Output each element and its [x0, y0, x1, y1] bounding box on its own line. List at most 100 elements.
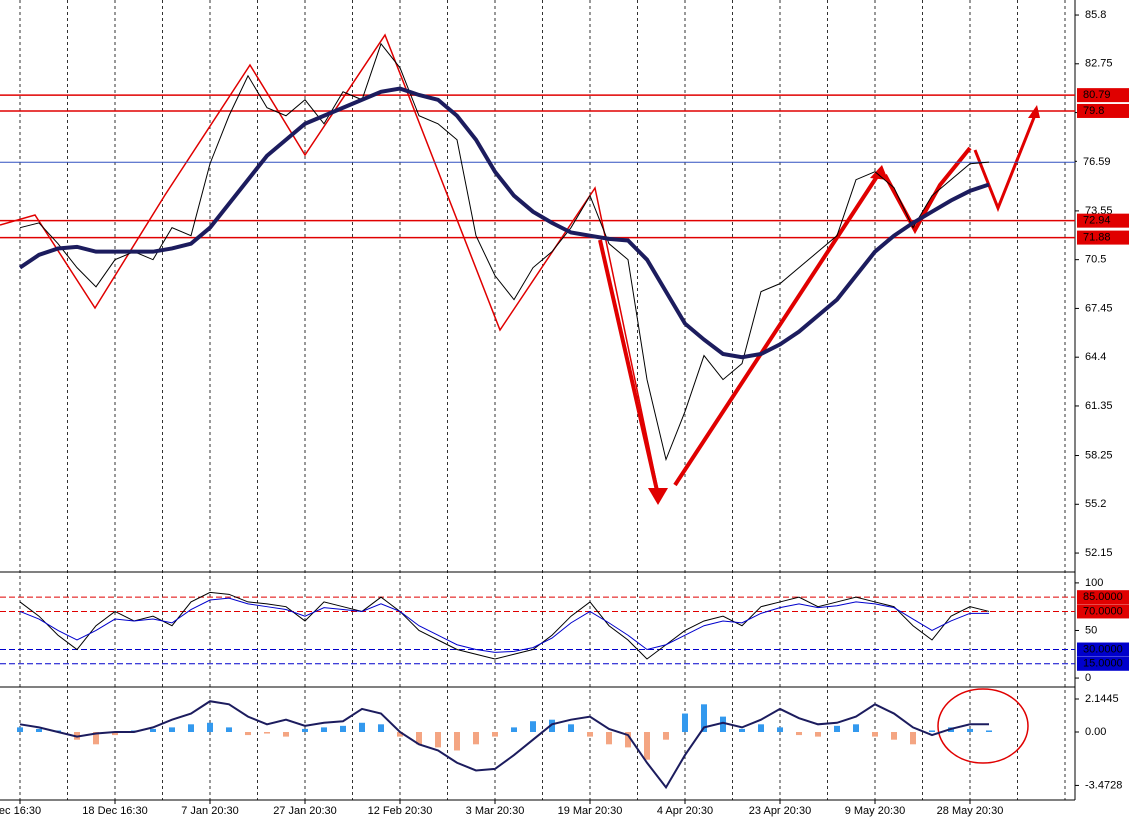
histogram-bar [587, 732, 593, 737]
histogram-bar [169, 727, 175, 732]
histogram-bar [777, 727, 783, 732]
level-label: 80.79 [1083, 89, 1111, 101]
level-label-bg [1077, 155, 1129, 170]
histogram-bar [93, 732, 99, 745]
level-label: 85.0000 [1083, 591, 1123, 603]
histogram-bar [397, 732, 403, 737]
histogram-bar [986, 730, 992, 732]
level-label-bg [1077, 604, 1129, 619]
histogram-bar [568, 724, 574, 732]
y-tick-label: 55.2 [1085, 498, 1106, 510]
histogram-bar [739, 728, 745, 732]
level-label: 79.8 [1083, 105, 1104, 117]
series-line [19, 591, 990, 660]
histogram-bar [340, 725, 346, 732]
level-label-bg [1077, 656, 1129, 671]
x-tick-label: 12 Feb 20:30 [368, 805, 433, 817]
y-tick-label: 58.25 [1085, 449, 1113, 461]
histogram-bar [283, 732, 289, 737]
y-tick-label: 52.15 [1085, 547, 1113, 559]
x-tick-label: ec 16:30 [0, 805, 41, 817]
histogram-bar [967, 728, 973, 732]
y-tick-label: 50 [1085, 624, 1097, 636]
histogram-bar [473, 732, 479, 745]
x-tick-label: 18 Dec 16:30 [82, 805, 147, 817]
histogram-bar [245, 732, 251, 736]
histogram-bar [834, 725, 840, 732]
y-tick-label: 61.35 [1085, 400, 1113, 412]
histogram-bar [796, 732, 802, 736]
y-tick-label: 0 [1085, 672, 1091, 684]
y-tick-label: 82.75 [1085, 58, 1113, 70]
histogram-bar [720, 716, 726, 732]
series-line [19, 597, 989, 653]
histogram-bar [188, 724, 194, 732]
y-tick-label: 100 [1085, 577, 1103, 589]
histogram-bar [454, 732, 460, 751]
series-line [19, 700, 989, 790]
histogram-bar [853, 724, 859, 732]
histogram-bar [321, 727, 327, 732]
y-tick-label: 85.8 [1085, 9, 1106, 21]
histogram-bar [302, 728, 308, 732]
histogram-bar [872, 732, 878, 737]
histogram-bar [815, 732, 821, 737]
histogram-bar [359, 722, 365, 732]
histogram-bar [492, 732, 498, 737]
level-label-bg [1077, 88, 1129, 103]
y-tick-label: 64.4 [1085, 351, 1106, 363]
level-label: 76.59 [1083, 156, 1111, 168]
histogram-bar [264, 732, 270, 734]
histogram-bar [644, 732, 650, 760]
histogram-bar [112, 732, 118, 736]
series-line [18, 86, 990, 360]
histogram-bar [549, 719, 555, 732]
y-tick-label: 70.5 [1085, 254, 1106, 266]
histogram-bar [758, 724, 764, 732]
x-tick-label: 3 Mar 20:30 [466, 805, 525, 817]
histogram-bar [150, 728, 156, 732]
x-tick-label: 9 May 20:30 [845, 805, 906, 817]
x-tick-label: 4 Apr 20:30 [657, 805, 713, 817]
histogram-bar [701, 704, 707, 732]
histogram-bar [606, 732, 612, 745]
series-line [19, 42, 990, 462]
x-tick-label: 28 May 20:30 [937, 805, 1004, 817]
histogram-bar [207, 722, 213, 732]
vertical-grid [19, 0, 1066, 800]
histogram-bar [511, 727, 517, 732]
histogram-bar [226, 727, 232, 732]
histogram-bar [929, 730, 935, 732]
histogram-bar [910, 732, 916, 745]
histogram-bar [891, 732, 897, 740]
x-tick-label: 27 Jan 20:30 [273, 805, 337, 817]
histogram-bar [663, 732, 669, 740]
histogram-bar [435, 732, 441, 748]
y-tick-label: 2.1445 [1085, 693, 1119, 705]
histogram-bar [682, 713, 688, 732]
x-tick-label: 7 Jan 20:30 [181, 805, 239, 817]
x-tick-label: 19 Mar 20:30 [558, 805, 623, 817]
level-label-bg [1077, 642, 1129, 657]
level-label-bg [1077, 230, 1129, 245]
histogram-bar [378, 724, 384, 732]
level-label: 30.0000 [1083, 643, 1123, 655]
level-label: 15.0000 [1083, 658, 1123, 670]
histogram-bar [530, 721, 536, 732]
y-tick-label: 0.00 [1085, 726, 1106, 738]
level-label: 72.94 [1083, 215, 1111, 227]
level-label-bg [1077, 103, 1129, 118]
y-tick-label: 67.45 [1085, 302, 1113, 314]
histogram-bar [17, 727, 23, 732]
y-tick-label: -3.4728 [1085, 779, 1122, 791]
level-label: 71.88 [1083, 231, 1111, 243]
level-label-bg [1077, 590, 1129, 605]
x-tick-label: 23 Apr 20:30 [749, 805, 811, 817]
level-label: 70.0000 [1083, 605, 1123, 617]
histogram-bar [625, 732, 631, 748]
level-label-bg [1077, 213, 1129, 228]
histogram-bar [36, 728, 42, 732]
histogram-bar [416, 732, 422, 745]
